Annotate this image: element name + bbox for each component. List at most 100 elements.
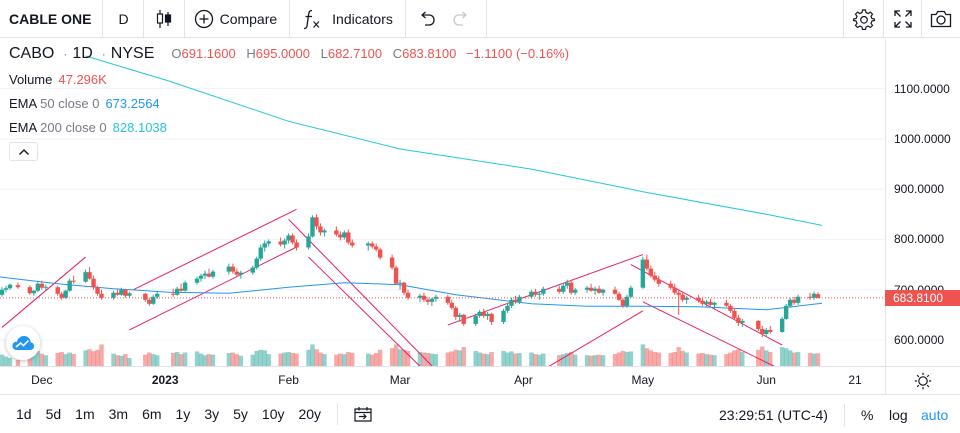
percent-toggle[interactable]: %	[861, 406, 874, 423]
range-button-5d[interactable]: 5d	[45, 406, 62, 422]
candle	[533, 288, 538, 297]
chart-style-button[interactable]	[144, 0, 185, 38]
clock-readout[interactable]: 23:29:51 (UTC-4)	[719, 406, 828, 423]
volume-bar	[151, 354, 156, 366]
volume-bar	[338, 353, 343, 366]
chart-legend: CABO · 1D · NYSE O691.1600 H695.0000 L68…	[9, 45, 569, 67]
volume-bar	[421, 352, 427, 366]
compare-button[interactable]: Compare	[185, 0, 291, 38]
volume-bar	[373, 353, 379, 366]
volume-bar	[322, 354, 327, 366]
range-button-1y[interactable]: 1y	[175, 406, 191, 422]
trendline	[129, 246, 297, 331]
volume-bar	[95, 349, 100, 366]
change-value: −1.1100 (−0.16%)	[465, 46, 570, 61]
candle	[652, 271, 657, 282]
ema200-legend-row[interactable]: EMA 200 close 0 828.1038	[9, 120, 167, 135]
range-button-10y[interactable]: 10y	[261, 406, 285, 422]
time-tick-label: Jun	[756, 373, 776, 387]
candle	[250, 265, 255, 275]
range-button-6m[interactable]: 6m	[142, 406, 162, 422]
legend-collapse-button[interactable]	[9, 142, 38, 161]
volume-bar	[795, 351, 801, 366]
volume-bar	[501, 350, 506, 366]
volume-bar	[648, 350, 654, 366]
settings-button[interactable]	[843, 0, 883, 38]
undo-button[interactable]	[406, 0, 444, 38]
volume-bar	[783, 348, 789, 366]
volume-bar	[417, 351, 423, 366]
volume-bar	[612, 354, 618, 366]
candle	[170, 288, 176, 297]
volume-bar	[779, 347, 785, 366]
range-button-5y[interactable]: 5y	[233, 406, 248, 422]
low-key: L	[320, 46, 328, 61]
volume-bar	[63, 354, 68, 366]
range-button-3m[interactable]: 3m	[108, 406, 129, 422]
candle	[779, 316, 785, 333]
candle	[791, 296, 797, 305]
volume-bar	[178, 354, 184, 366]
candle	[537, 291, 542, 300]
time-axis[interactable]: Dec 2023 Feb Mar Apr May Jun 21	[0, 366, 885, 394]
candle	[39, 280, 45, 290]
candle	[262, 240, 267, 252]
log-toggle[interactable]: log	[889, 406, 908, 423]
volume-bar	[616, 352, 622, 366]
price-chart[interactable]	[0, 39, 885, 366]
trendline	[308, 256, 421, 366]
ema50-params: 50 close 0	[40, 96, 100, 111]
interval-button[interactable]: D	[103, 0, 144, 38]
screenshot-button[interactable]	[921, 0, 960, 38]
volume-bar	[123, 354, 128, 366]
candle	[59, 291, 64, 300]
candle	[15, 282, 21, 289]
time-tick-label: 21	[848, 373, 862, 387]
range-button-3y[interactable]: 3y	[204, 406, 220, 422]
redo-button[interactable]	[444, 0, 487, 38]
volume-bar	[278, 353, 283, 366]
candle	[684, 295, 689, 304]
volume-bar	[290, 353, 295, 366]
candle	[429, 297, 435, 306]
range-button-20y[interactable]: 20y	[298, 406, 322, 422]
volume-bar	[0, 354, 5, 366]
candle	[143, 292, 148, 302]
volume-bar	[206, 354, 212, 366]
tradingview-logo[interactable]	[6, 326, 40, 360]
volume-bar	[31, 355, 37, 366]
auto-toggle[interactable]: auto	[921, 406, 949, 423]
goto-date-button[interactable]	[354, 406, 372, 422]
volume-bar	[250, 354, 255, 366]
volume-bar	[147, 352, 152, 366]
compare-label: Compare	[219, 10, 278, 27]
price-tick-label: 800.0000	[894, 232, 945, 247]
candle	[445, 294, 451, 305]
indicators-button[interactable]: Indicators	[290, 0, 406, 38]
volume-bar	[43, 355, 48, 366]
ema50-legend-row[interactable]: EMA 50 close 0 673.2564	[9, 96, 160, 111]
volume-bar	[541, 353, 546, 366]
range-button-1m[interactable]: 1m	[75, 406, 95, 422]
volume-bar	[529, 352, 534, 366]
candle	[616, 291, 622, 301]
range-button-1d[interactable]: 1d	[16, 406, 32, 422]
candle	[198, 273, 204, 282]
candles-icon	[156, 9, 171, 28]
fullscreen-button[interactable]	[883, 0, 921, 38]
axis-settings-button[interactable]	[885, 366, 960, 394]
candle	[768, 325, 773, 334]
price-axis[interactable]: 1100.00001000.0000900.0000800.0000700.00…	[885, 39, 960, 366]
candle	[194, 276, 200, 285]
candle	[421, 292, 427, 302]
volume-legend-row[interactable]: Volume 47.296K	[9, 72, 107, 87]
candle	[290, 233, 295, 245]
candle	[377, 247, 383, 260]
volume-bar	[768, 351, 773, 366]
volume-bar	[740, 351, 745, 366]
volume-bar	[811, 353, 817, 366]
candle	[238, 270, 244, 279]
close-key: C	[392, 46, 403, 61]
symbol-search-button[interactable]: CABLE ONE	[0, 0, 104, 38]
candle	[728, 303, 733, 313]
